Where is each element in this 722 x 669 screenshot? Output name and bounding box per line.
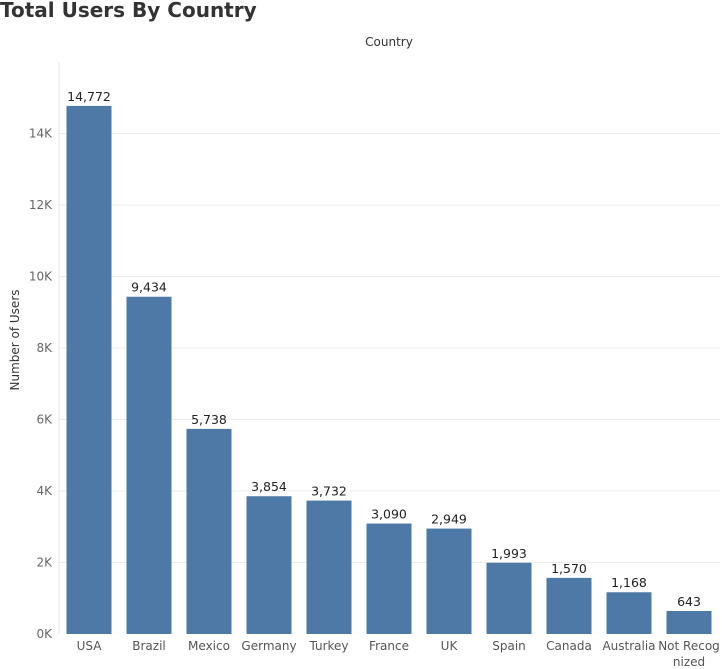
data-label: 14,772	[67, 89, 111, 104]
bar[interactable]	[66, 105, 112, 634]
bar[interactable]	[186, 428, 232, 634]
x-axis-title: Country	[365, 35, 413, 49]
x-tick-label: Germany	[241, 639, 296, 653]
data-label: 2,949	[431, 512, 467, 527]
bar[interactable]	[486, 562, 532, 634]
data-label: 643	[677, 594, 701, 609]
y-axis: 0K 2K 4K 6K 8K 10K 12K 14K	[29, 62, 60, 641]
data-label: 1,993	[491, 546, 527, 561]
x-tick-label: Australia	[602, 639, 655, 653]
bar[interactable]	[666, 611, 712, 634]
y-tick-label: 4K	[36, 484, 53, 498]
x-tick-label: Spain	[492, 639, 526, 653]
data-label: 3,854	[251, 479, 287, 494]
data-label: 3,090	[371, 507, 407, 522]
y-tick-label: 10K	[29, 270, 53, 284]
y-tick-label: 14K	[29, 127, 53, 141]
value-labels: 14,772 9,434 5,738 3,854 3,732 3,090 2,949 1,99…	[67, 89, 701, 609]
x-tick-label: Mexico	[188, 639, 230, 653]
bar[interactable]	[426, 528, 472, 634]
x-axis: USA Brazil Mexico Germany Turkey France UK Spai…	[77, 639, 720, 669]
x-tick-label: Not Recog	[658, 639, 720, 653]
data-label: 1,570	[551, 561, 587, 576]
y-axis-title: Number of Users	[8, 289, 22, 390]
x-tick-label: Brazil	[132, 639, 166, 653]
y-tick-label: 12K	[29, 198, 53, 212]
bar[interactable]	[246, 496, 292, 634]
x-tick-label: Turkey	[308, 639, 348, 653]
y-tick-label: 8K	[36, 341, 53, 355]
bar[interactable]	[366, 523, 412, 634]
data-label: 5,738	[191, 412, 227, 427]
bar[interactable]	[126, 296, 172, 634]
chart-title: Total Users By Country	[0, 0, 257, 22]
data-label: 1,168	[611, 575, 647, 590]
x-tick-label: nized	[673, 655, 705, 669]
x-tick-label: Canada	[546, 639, 592, 653]
bar[interactable]	[606, 592, 652, 634]
y-tick-label: 6K	[36, 413, 53, 427]
y-tick-label: 2K	[36, 556, 53, 570]
data-label: 3,732	[311, 484, 347, 499]
x-tick-label: USA	[77, 639, 103, 653]
bar[interactable]	[546, 577, 592, 634]
x-tick-label: UK	[441, 639, 459, 653]
data-label: 9,434	[131, 280, 167, 295]
bars	[66, 105, 712, 634]
x-tick-label: France	[369, 639, 409, 653]
y-tick-label: 0K	[36, 627, 53, 641]
bar[interactable]	[306, 500, 352, 634]
